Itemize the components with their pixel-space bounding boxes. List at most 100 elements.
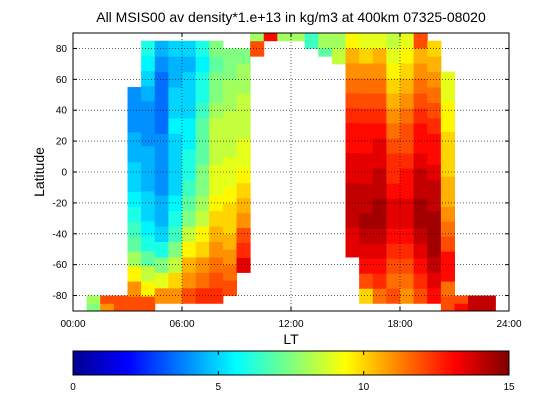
heatmap-cell [236,93,251,109]
heatmap-cell [86,303,101,311]
heatmap-cell [127,116,142,133]
heatmap-cell [468,295,483,304]
heatmap-cell [359,123,374,139]
heatmap-cell [400,168,415,184]
heatmap-cell [141,265,156,282]
heatmap-cell [209,195,224,212]
heatmap-cell [304,33,319,49]
x-axis-ticks: 00:00 06:00 12:00 18:00 24:00 [60,33,522,330]
heatmap-cell [209,226,224,242]
heatmap-cell [236,48,251,64]
heatmap-cell [222,48,237,65]
heatmap-cell [141,130,156,147]
heatmap-cell [127,191,142,207]
y-tick-label: -40 [53,229,68,240]
heatmap-cell [195,56,210,73]
heatmap-cell [427,226,442,242]
heatmap-cell [400,48,415,64]
heatmap-cell [345,47,360,64]
heatmap-cell [209,287,224,304]
heatmap-cell [413,153,428,169]
heatmap-cell [400,93,415,109]
heatmap-cell [400,183,415,199]
heatmap-cell [182,272,197,289]
heatmap-cell [318,48,333,57]
heatmap-cell [168,56,183,73]
heatmap-cell [440,296,455,311]
heatmap-cell [454,303,469,311]
heatmap-cell [209,210,224,227]
heatmap-cell [209,241,224,258]
heatmap-cell [222,79,237,96]
heatmap-cell [209,56,224,73]
heatmap-cell [222,125,237,142]
heatmap-cell [400,198,415,214]
heatmap-cell [182,241,197,258]
heatmap-cell [413,258,428,274]
heatmap-cell [440,146,455,162]
heatmap-cell [209,256,224,273]
heatmap-cell [182,71,197,88]
heatmap-cell [331,33,346,49]
y-axis-ticks: -80 -60 -40 -20 0 20 40 60 80 [53,44,509,302]
heatmap-cell [413,288,428,304]
heatmap-cell [345,197,360,213]
heatmap-cell [182,133,197,150]
heatmap-cell [154,148,169,165]
heatmap-cell [100,303,115,311]
heatmap-cell [195,272,210,289]
heatmap-cell [386,153,401,169]
heatmap-cell [154,133,169,150]
heatmap-cell [372,213,387,229]
heatmap-cell [359,153,374,169]
heatmap-cell [372,138,387,154]
heatmap-cell [427,117,442,134]
heatmap-cell [154,87,169,103]
colorbar-ticks: 0 5 10 15 [70,351,515,393]
heatmap-cell [127,101,142,118]
heatmap-cell [154,117,169,134]
heatmap-cell [359,93,374,109]
heatmap-cell [386,213,401,229]
heatmap-cell [400,258,415,274]
heatmap-cell [400,123,415,139]
heatmap-cell [209,40,224,57]
heatmap-cell [427,287,442,304]
heatmap-cell [141,100,156,117]
heatmap-cell [359,183,374,199]
heatmap-cell [236,257,251,273]
heatmap-cell [222,110,237,127]
heatmap-cell [413,138,428,154]
heatmap-cell [154,40,169,57]
heatmap-cell [141,85,156,102]
heatmap-cell [359,108,374,124]
heatmap-cell [427,102,442,119]
colorbar [72,350,510,376]
heatmap-cell [440,131,455,147]
heatmap-cell [141,115,156,132]
heatmap-cell [359,78,374,94]
heatmap-cell [182,210,197,227]
heatmap-cell [154,164,169,181]
heatmap-cell [386,273,401,289]
colorbar-tick-label: 0 [70,382,76,393]
heatmap-cell [400,228,415,244]
heatmap-cell [372,108,387,124]
heatmap-cell [427,40,442,57]
heatmap-cell [127,236,142,252]
heatmap-cell [440,101,455,117]
heatmap-cell [372,63,387,79]
heatmap-cell [372,123,387,139]
heatmap-cell [400,153,415,169]
heatmap-cell [440,251,455,267]
heatmap-cell [168,87,183,103]
heatmap-cell [440,71,455,88]
heatmap-cell [168,272,183,289]
heatmap-cell [386,48,401,64]
heatmap-cell [345,33,360,49]
heatmap-cell [141,145,156,162]
heatmap-cell [372,228,387,244]
heatmap-cell [263,33,278,42]
y-tick-label: -80 [53,291,68,302]
heatmap-cell [413,168,428,184]
